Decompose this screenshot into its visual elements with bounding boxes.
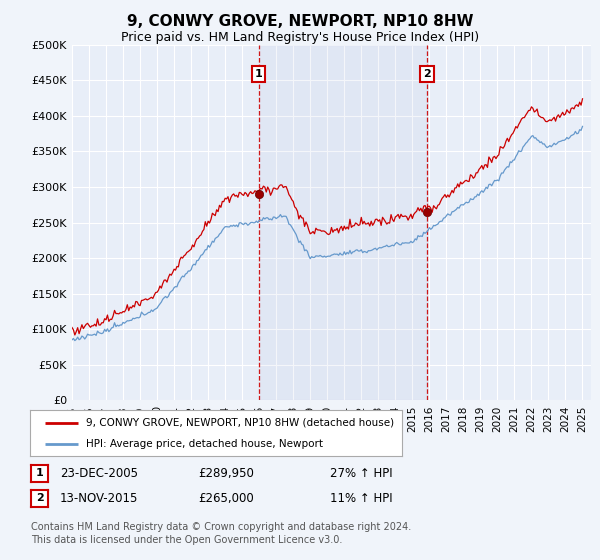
Text: 23-DEC-2005: 23-DEC-2005 bbox=[60, 466, 138, 480]
Bar bbox=[259, 45, 427, 400]
Text: 2: 2 bbox=[423, 69, 431, 79]
Text: 13-NOV-2015: 13-NOV-2015 bbox=[60, 492, 139, 505]
Text: 9, CONWY GROVE, NEWPORT, NP10 8HW: 9, CONWY GROVE, NEWPORT, NP10 8HW bbox=[127, 14, 473, 29]
Text: 27% ↑ HPI: 27% ↑ HPI bbox=[330, 466, 392, 480]
Text: 9, CONWY GROVE, NEWPORT, NP10 8HW (detached house): 9, CONWY GROVE, NEWPORT, NP10 8HW (detac… bbox=[86, 418, 394, 428]
Text: HPI: Average price, detached house, Newport: HPI: Average price, detached house, Newp… bbox=[86, 439, 323, 449]
Text: Contains HM Land Registry data © Crown copyright and database right 2024.
This d: Contains HM Land Registry data © Crown c… bbox=[31, 522, 412, 545]
Text: 2: 2 bbox=[36, 493, 43, 503]
Text: £265,000: £265,000 bbox=[198, 492, 254, 505]
Text: Price paid vs. HM Land Registry's House Price Index (HPI): Price paid vs. HM Land Registry's House … bbox=[121, 31, 479, 44]
Text: 11% ↑ HPI: 11% ↑ HPI bbox=[330, 492, 392, 505]
Text: £289,950: £289,950 bbox=[198, 466, 254, 480]
Text: 1: 1 bbox=[255, 69, 263, 79]
Text: 1: 1 bbox=[36, 468, 43, 478]
